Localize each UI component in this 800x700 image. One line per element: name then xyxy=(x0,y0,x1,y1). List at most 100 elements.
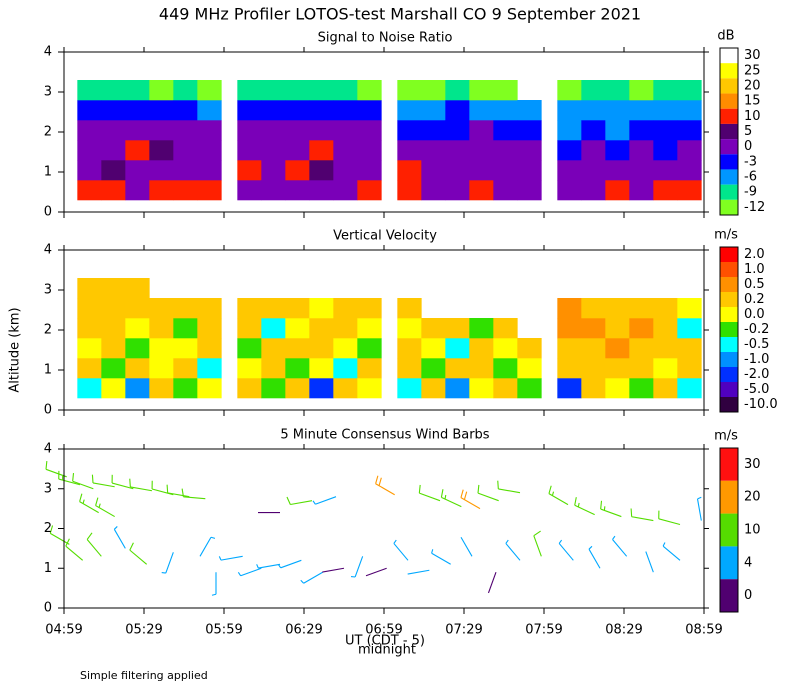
heatmap-cell xyxy=(197,160,222,181)
wind-barb xyxy=(662,542,681,561)
heatmap-cell xyxy=(605,140,630,161)
heatmap-cell xyxy=(357,298,382,319)
x-tick-label: 08:59 xyxy=(685,623,722,638)
colorbar-label: 25 xyxy=(744,63,761,78)
heatmap-cell xyxy=(653,358,678,379)
heatmap-cell xyxy=(581,180,606,201)
colorbar-swatch xyxy=(720,546,738,580)
heatmap-cell xyxy=(445,160,470,181)
heatmap-cell xyxy=(357,160,382,181)
heatmap-cell xyxy=(557,100,582,121)
heatmap-cell xyxy=(77,378,102,399)
plot-frame xyxy=(63,448,705,609)
heatmap-cell xyxy=(677,338,702,359)
y-tick-label: 0 xyxy=(44,205,52,220)
y-tick-label: 2 xyxy=(44,521,52,536)
colorbar-label: 0.2 xyxy=(744,292,765,307)
wind-barb xyxy=(431,549,451,565)
heatmap-cell xyxy=(653,100,678,121)
heatmap-cell xyxy=(605,378,630,399)
heatmap-cell xyxy=(469,80,494,101)
heatmap-cell xyxy=(285,358,310,379)
heatmap-cell xyxy=(125,318,150,339)
heatmap-cell xyxy=(629,338,654,359)
colorbar-frame xyxy=(719,47,739,216)
heatmap-cell xyxy=(149,180,174,201)
colorbar-swatch xyxy=(720,123,738,140)
heatmap-cell xyxy=(493,378,518,399)
heatmap-cell xyxy=(261,180,286,201)
x-tick-label: 06:59 xyxy=(365,623,402,638)
heatmap-cell xyxy=(357,100,382,121)
x-tick-label: 06:29 xyxy=(285,623,322,638)
heatmap-cell xyxy=(605,80,630,101)
heatmap-cell xyxy=(629,358,654,379)
heatmap-cell xyxy=(285,338,310,359)
heatmap-cell xyxy=(605,180,630,201)
heatmap-cell xyxy=(469,140,494,161)
colorbar-swatch xyxy=(720,513,738,547)
heatmap-cell xyxy=(653,120,678,141)
heatmap-cell xyxy=(149,298,174,319)
heatmap-cell xyxy=(101,318,126,339)
heatmap-cell xyxy=(557,298,582,319)
heatmap-cell xyxy=(333,140,358,161)
heatmap-cell xyxy=(517,160,542,181)
heatmap-cell xyxy=(101,120,126,141)
colorbar-frame xyxy=(719,447,739,613)
heatmap-cell xyxy=(309,140,334,161)
heatmap-cell xyxy=(237,100,262,121)
heatmap-cell xyxy=(469,100,494,121)
heatmap-cell xyxy=(237,140,262,161)
heatmap-cell xyxy=(173,338,198,359)
heatmap-cell xyxy=(261,120,286,141)
heatmap-cell xyxy=(173,180,198,201)
heatmap-cell xyxy=(653,318,678,339)
y-tick-label: 4 xyxy=(44,45,52,60)
colorbar-swatch xyxy=(720,448,738,481)
y-tick-label: 4 xyxy=(44,243,52,258)
colorbar-label: 10 xyxy=(744,109,761,124)
heatmap-cell xyxy=(445,358,470,379)
x-axis-label: UT (CDT - 5) xyxy=(345,634,425,649)
colorbar-label: 0.5 xyxy=(744,277,765,292)
heatmap-cell xyxy=(309,120,334,141)
heatmap-cell xyxy=(237,298,262,319)
wind-barb xyxy=(256,563,281,569)
wind-barb xyxy=(312,496,337,505)
heatmap-cell xyxy=(149,160,174,181)
heatmap-cell xyxy=(77,180,102,201)
heatmap-cell xyxy=(357,80,382,101)
heatmap-cell xyxy=(77,278,102,299)
panel-title: 5 Minute Consensus Wind Barbs xyxy=(280,428,489,443)
heatmap-cell xyxy=(101,160,126,181)
wind-barb xyxy=(440,489,462,508)
wind-barb xyxy=(91,474,115,488)
heatmap-cell xyxy=(77,100,102,121)
heatmap-cell xyxy=(261,318,286,339)
wind-barb xyxy=(86,532,102,557)
colorbar-label: -3 xyxy=(744,154,757,169)
heatmap-cell xyxy=(493,180,518,201)
colorbar-swatch xyxy=(720,78,738,94)
heatmap-cell xyxy=(445,378,470,399)
colorbar-unit: dB xyxy=(717,29,734,44)
wind-barb xyxy=(407,569,430,575)
heatmap-cell xyxy=(493,80,518,101)
heatmap-cell xyxy=(197,338,222,359)
x-tick-label: 07:59 xyxy=(525,623,562,638)
heatmap-cell xyxy=(557,318,582,339)
heatmap-cell xyxy=(261,80,286,101)
heatmap-cell xyxy=(333,358,358,379)
heatmap-cell xyxy=(77,298,102,319)
heatmap-cell xyxy=(605,338,630,359)
colorbar-swatch xyxy=(720,382,738,397)
colorbar-label: 15 xyxy=(744,94,761,109)
colorbar-swatch xyxy=(720,579,738,612)
wind-barb xyxy=(45,461,67,478)
wind-barb xyxy=(49,525,70,545)
heatmap-cell xyxy=(261,378,286,399)
heatmap-cell xyxy=(581,160,606,181)
heatmap-cell xyxy=(677,140,702,161)
wind-barb xyxy=(350,556,364,578)
